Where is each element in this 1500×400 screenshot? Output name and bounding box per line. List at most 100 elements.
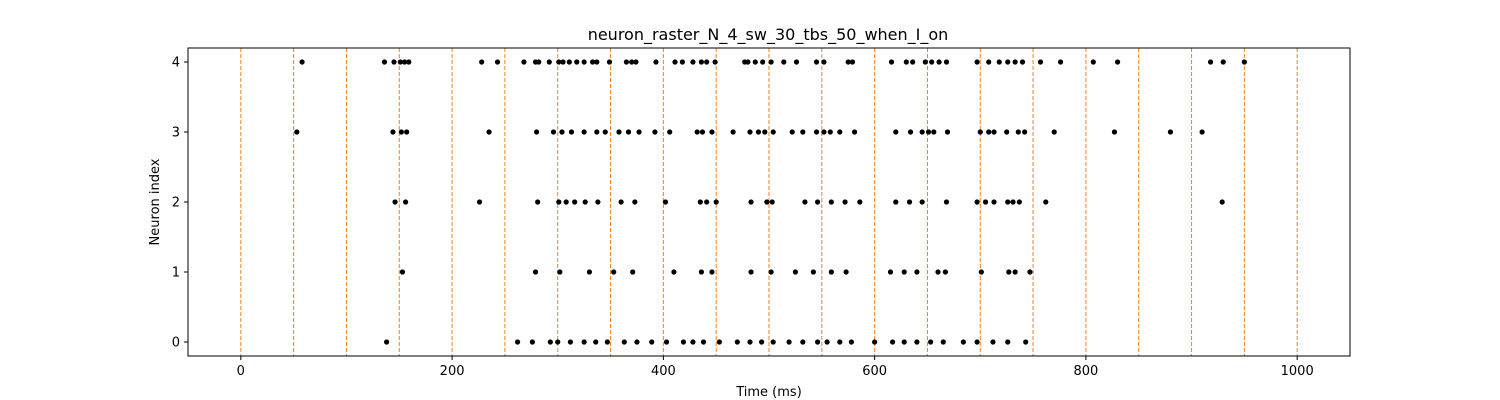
spike-point	[546, 59, 552, 65]
spike-point	[1115, 59, 1121, 65]
spike-point	[901, 339, 907, 345]
spike-point	[893, 129, 899, 135]
spike-point	[769, 199, 775, 205]
spike-point	[907, 129, 914, 135]
spike-point	[630, 269, 636, 275]
spike-point	[1051, 129, 1057, 135]
spike-point	[827, 129, 833, 135]
spike-point	[793, 59, 800, 65]
spike-point	[764, 199, 770, 205]
spike-point	[1012, 59, 1018, 65]
spike-point	[652, 129, 658, 135]
spike-point	[697, 199, 703, 205]
spike-point	[581, 129, 587, 135]
spike-point	[752, 59, 758, 65]
spike-point	[621, 339, 627, 345]
spike-point	[486, 129, 492, 135]
spike-point	[914, 269, 920, 275]
spike-point	[893, 199, 899, 205]
spike-point	[919, 199, 925, 205]
spike-point	[1037, 59, 1044, 65]
spike-point	[887, 269, 894, 275]
spike-point	[931, 129, 937, 135]
spike-point	[663, 339, 670, 345]
spike-point	[813, 129, 820, 135]
x-tick-label: 1000	[1281, 364, 1314, 379]
spike-point	[848, 339, 854, 345]
spike-point	[594, 129, 600, 135]
spike-point	[837, 339, 843, 345]
spike-point	[667, 129, 673, 135]
spike-point	[1043, 199, 1049, 205]
spike-point	[903, 59, 909, 65]
spike-point	[401, 59, 408, 65]
spike-point	[392, 199, 398, 205]
spike-point	[636, 129, 642, 135]
spike-point	[748, 269, 754, 275]
spike-point	[789, 129, 795, 135]
spike-point	[814, 199, 821, 205]
spike-point	[745, 59, 751, 65]
spike-point	[845, 59, 851, 65]
spike-point	[391, 59, 397, 65]
spike-point	[944, 129, 951, 135]
spike-point	[406, 59, 412, 65]
spike-point	[629, 59, 635, 65]
spike-point	[479, 59, 485, 65]
spike-point	[802, 199, 808, 205]
spike-point	[925, 129, 932, 135]
spike-point	[730, 129, 736, 135]
spike-point	[982, 199, 989, 205]
spike-point	[399, 269, 406, 275]
spike-point	[653, 59, 659, 65]
spike-point	[567, 339, 574, 345]
spike-point	[888, 59, 895, 65]
spike-point	[616, 129, 622, 135]
spike-point	[919, 129, 925, 135]
spike-point	[781, 59, 787, 65]
spike-point	[704, 199, 710, 205]
spike-point	[1016, 199, 1022, 205]
spike-point	[1006, 269, 1012, 275]
spike-point	[390, 129, 396, 135]
spike-point	[632, 199, 638, 205]
spike-point	[555, 339, 561, 345]
spike-point	[942, 269, 949, 275]
spike-point	[872, 339, 878, 345]
spike-point	[709, 129, 715, 135]
spike-point	[699, 129, 706, 135]
spike-point	[698, 59, 704, 65]
spike-point	[747, 129, 753, 135]
spike-point	[906, 199, 913, 205]
spike-point	[594, 59, 600, 65]
y-axis-ticks: 0 1 2 3 4	[172, 56, 188, 351]
spike-point	[842, 199, 848, 205]
spike-point	[901, 269, 907, 275]
spike-point	[990, 339, 996, 345]
spike-point	[1004, 129, 1010, 135]
spike-point	[940, 339, 946, 345]
spike-point	[1005, 59, 1011, 65]
x-tick-label: 200	[440, 364, 465, 379]
spike-point	[922, 59, 928, 65]
spike-point	[662, 199, 669, 205]
spike-point	[1090, 59, 1096, 65]
spike-point	[1027, 269, 1033, 275]
spike-point	[514, 339, 521, 345]
spike-point	[929, 59, 935, 65]
spike-point	[294, 129, 300, 135]
spike-point	[556, 59, 562, 65]
spike-point	[1241, 59, 1247, 65]
y-tick-label: 3	[172, 126, 180, 141]
spike-point	[1012, 269, 1018, 275]
chart-title: neuron_raster_N_4_sw_30_tbs_50_when_I_on	[588, 25, 949, 45]
spike-point	[532, 269, 539, 275]
spike-point	[821, 59, 827, 65]
spike-point	[547, 339, 553, 345]
spike-point	[1015, 129, 1021, 135]
spike-point	[1207, 59, 1214, 65]
spike-point	[694, 129, 700, 135]
spike-point	[403, 199, 409, 205]
spike-point	[843, 269, 849, 275]
